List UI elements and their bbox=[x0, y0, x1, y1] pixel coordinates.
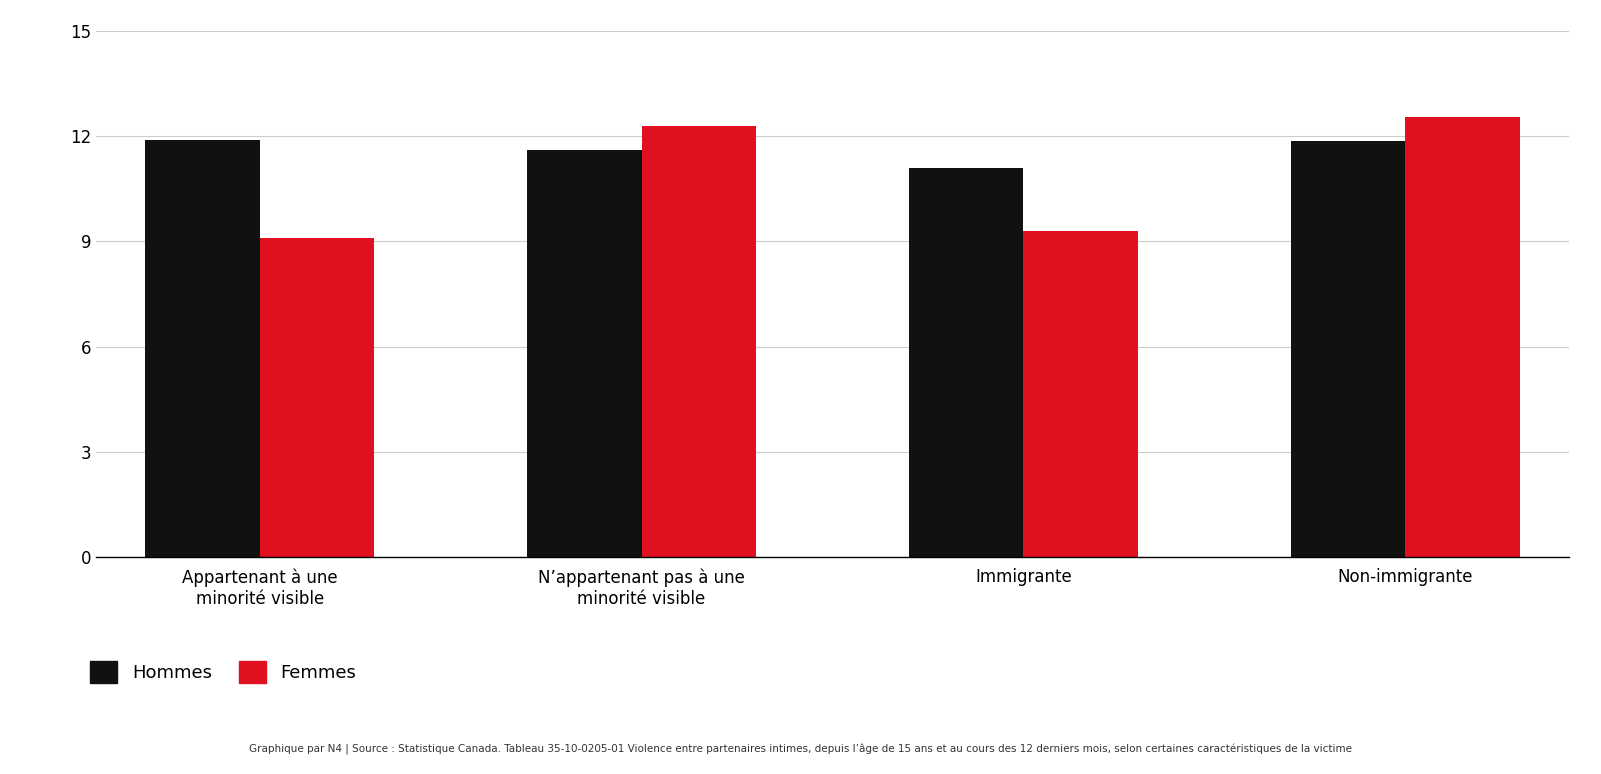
Bar bbox=[259, 238, 375, 557]
Bar bbox=[1023, 231, 1138, 557]
Bar bbox=[1290, 142, 1406, 557]
Bar bbox=[909, 168, 1023, 557]
Bar bbox=[1406, 117, 1519, 557]
Bar bbox=[146, 140, 259, 557]
Bar bbox=[527, 150, 642, 557]
Text: Graphique par N4 | Source : Statistique Canada. Tableau 35-10-0205-01 Violence e: Graphique par N4 | Source : Statistique … bbox=[250, 744, 1351, 755]
Bar bbox=[642, 125, 756, 557]
Legend: Hommes, Femmes: Hommes, Femmes bbox=[90, 661, 357, 683]
